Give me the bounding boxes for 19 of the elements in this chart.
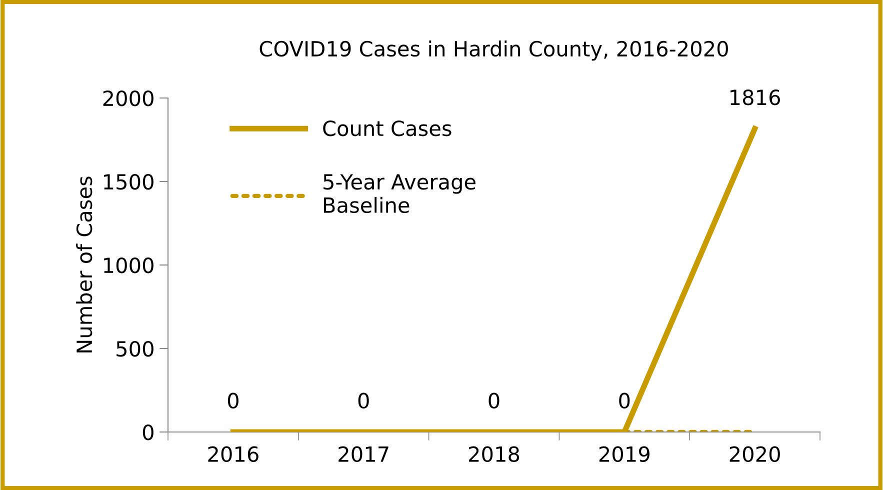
y-tick-label: 0: [142, 424, 154, 440]
y-tick-label: 1000: [104, 257, 154, 274]
x-tick-label: 2016: [208, 446, 258, 462]
x-tick-label: 2018: [469, 446, 520, 462]
data-label: 0: [619, 392, 630, 409]
data-label: 1816: [730, 89, 780, 106]
data-label: 0: [358, 392, 369, 409]
legend-label: 5-Year Average Baseline: [324, 174, 476, 214]
legend-label: Count Cases: [323, 120, 452, 136]
x-tick-label: 2017: [338, 446, 388, 462]
chart-title: COVID19 Cases in Hardin County, 2016-2020: [260, 40, 728, 61]
y-axis-title: Number of Cases: [76, 176, 92, 352]
data-label: 0: [228, 392, 238, 409]
x-tick-label: 2020: [730, 446, 780, 462]
x-tick-label: 2019: [599, 446, 650, 462]
data-label: 0: [488, 392, 500, 409]
y-tick-label: 2000: [103, 90, 154, 106]
y-tick-label: 500: [116, 340, 154, 357]
y-tick-label: 1500: [104, 174, 154, 190]
